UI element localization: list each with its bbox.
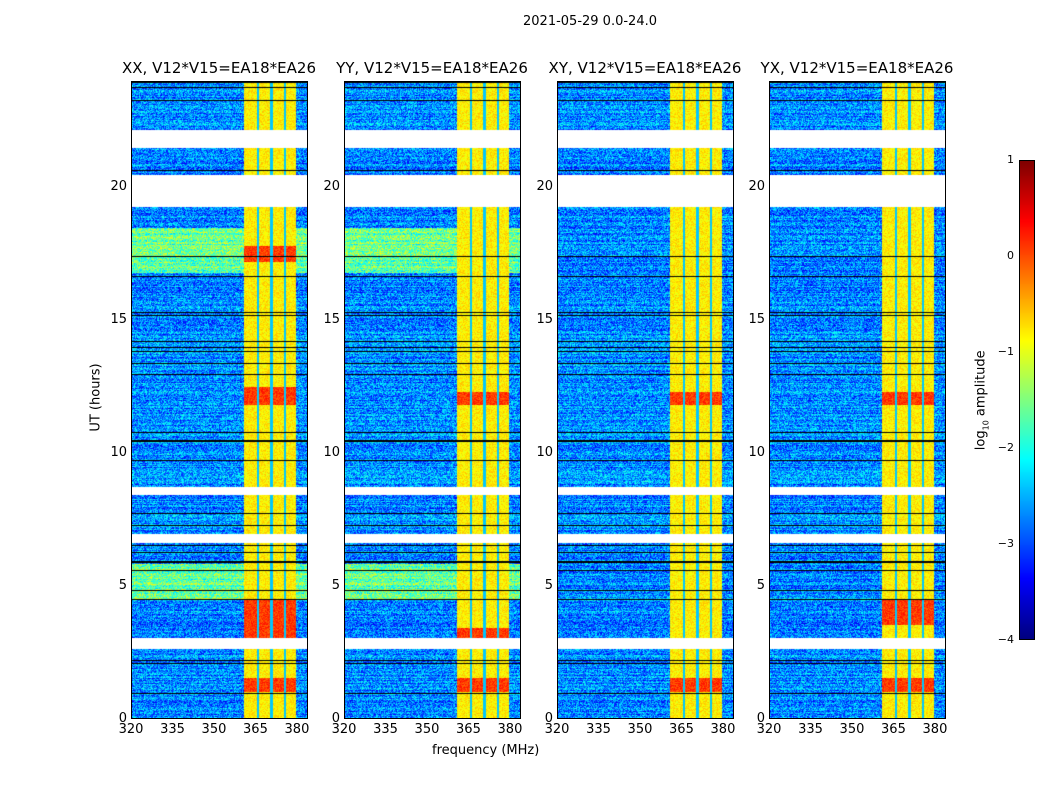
colorbar-tick-label: −1 <box>997 345 1014 358</box>
x-tick-label: 335 <box>160 722 185 737</box>
y-axis-label: UT (hours) <box>88 363 104 432</box>
heatmap-yx <box>770 82 945 718</box>
colorbar-tick-label: −4 <box>997 633 1014 646</box>
y-tick-label: 0 <box>544 711 553 726</box>
x-tick-label: 350 <box>414 722 440 737</box>
x-tick-label: 365 <box>669 722 694 737</box>
y-tick-label: 20 <box>536 179 553 195</box>
x-tick-label: 380 <box>497 722 523 737</box>
figure-title: 2021-05-29 0.0-24.0 <box>523 14 657 29</box>
y-tick-label: 0 <box>331 711 340 726</box>
y-tick-label: 20 <box>323 179 340 195</box>
x-tick-label: 380 <box>710 722 736 737</box>
x-tick-label: 350 <box>201 722 227 737</box>
heatmap-yy <box>345 82 520 718</box>
x-tick-label: 335 <box>798 722 823 737</box>
x-tick-label: 335 <box>373 722 398 737</box>
panel-title-xx: XX, V12*V15=EA18*EA26 <box>121 59 316 77</box>
heatmap-panel-xx <box>131 81 308 719</box>
heatmap-panel-yy <box>344 81 521 719</box>
x-tick-label: 320 <box>544 722 570 737</box>
x-tick-label: 335 <box>586 722 611 737</box>
x-tick-label: 320 <box>118 722 144 737</box>
y-tick-label: 15 <box>323 312 340 328</box>
x-axis-label: frequency (MHz) <box>432 743 540 758</box>
heatmap-xy <box>558 82 733 718</box>
x-tick-label: 365 <box>456 722 481 737</box>
y-tick-label: 15 <box>748 312 765 328</box>
y-tick-label: 0 <box>118 711 127 726</box>
y-tick-label: 10 <box>536 445 553 461</box>
x-tick-label: 350 <box>839 722 865 737</box>
y-tick-label: 5 <box>118 578 127 594</box>
y-tick-label: 15 <box>536 312 553 328</box>
x-tick-label: 350 <box>627 722 653 737</box>
y-tick-label: 5 <box>331 578 340 594</box>
y-tick-label: 20 <box>748 179 765 195</box>
x-tick-label: 380 <box>284 722 310 737</box>
colorbar-label: log10 amplitude <box>973 350 991 451</box>
y-tick-label: 0 <box>756 711 765 726</box>
colorbar-tick-label: −3 <box>997 537 1014 550</box>
x-tick-label: 365 <box>881 722 906 737</box>
colorbar <box>1019 160 1035 640</box>
y-tick-label: 10 <box>110 445 127 461</box>
x-tick-label: 380 <box>922 722 948 737</box>
y-tick-label: 10 <box>748 445 765 461</box>
x-tick-label: 365 <box>243 722 268 737</box>
colorbar-tick-label: 0 <box>1007 249 1014 262</box>
y-tick-label: 10 <box>323 445 340 461</box>
y-tick-label: 5 <box>756 578 765 594</box>
colorbar-tick-label: −2 <box>997 441 1014 454</box>
x-tick-label: 320 <box>756 722 782 737</box>
panel-title-yy: YY, V12*V15=EA18*EA26 <box>336 59 528 77</box>
heatmap-xx <box>132 82 307 718</box>
y-tick-label: 15 <box>110 312 127 328</box>
colorbar-gradient <box>1020 161 1034 639</box>
panel-title-xy: XY, V12*V15=EA18*EA26 <box>548 59 742 77</box>
y-tick-label: 20 <box>110 179 127 195</box>
heatmap-panel-yx <box>769 81 946 719</box>
x-tick-label: 320 <box>331 722 357 737</box>
y-tick-label: 5 <box>544 578 553 594</box>
heatmap-panel-xy <box>557 81 734 719</box>
panel-title-yx: YX, V12*V15=EA18*EA26 <box>760 59 954 77</box>
colorbar-tick-label: 1 <box>1007 153 1014 166</box>
